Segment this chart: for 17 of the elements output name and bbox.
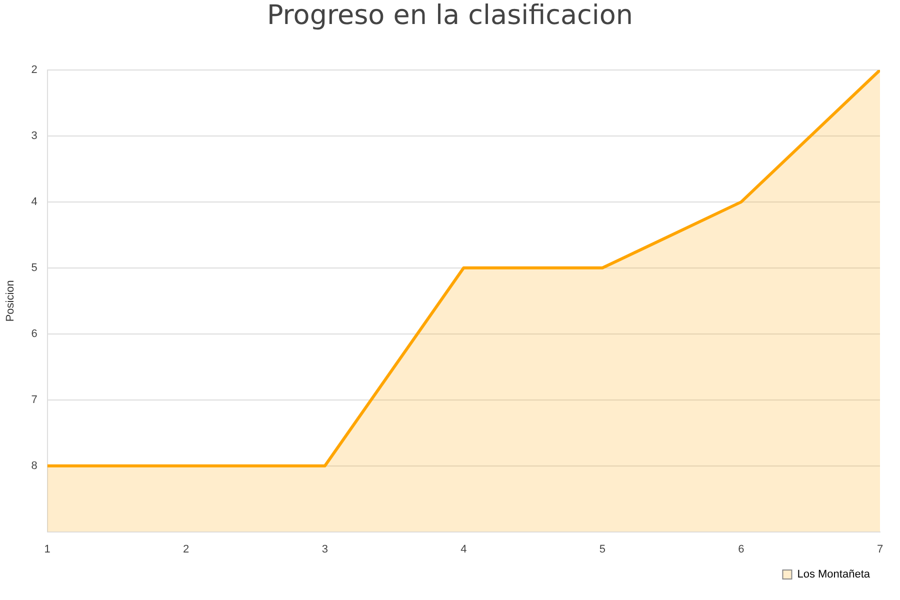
y-tick-label: 3	[31, 130, 38, 142]
y-tick-label: 8	[31, 460, 38, 472]
x-tick-label: 1	[44, 543, 50, 556]
x-tick-label: 4	[460, 543, 467, 556]
y-tick-label: 6	[31, 328, 38, 340]
y-tick-label: 2	[31, 64, 38, 76]
y-axis-title: Posicion	[4, 280, 17, 322]
chart-title: Progreso en la clasificacion	[266, 0, 634, 33]
x-tick-label: 5	[599, 543, 606, 556]
x-tick-label: 2	[183, 543, 190, 556]
y-tick-label: 5	[31, 262, 38, 274]
y-tick-label: 4	[31, 196, 38, 208]
legend-label: Los Montañeta	[797, 568, 871, 581]
y-tick-label: 7	[31, 394, 38, 406]
x-tick-label: 7	[876, 543, 884, 556]
x-tick-label: 6	[738, 543, 744, 556]
x-tick-label: 3	[322, 543, 328, 556]
